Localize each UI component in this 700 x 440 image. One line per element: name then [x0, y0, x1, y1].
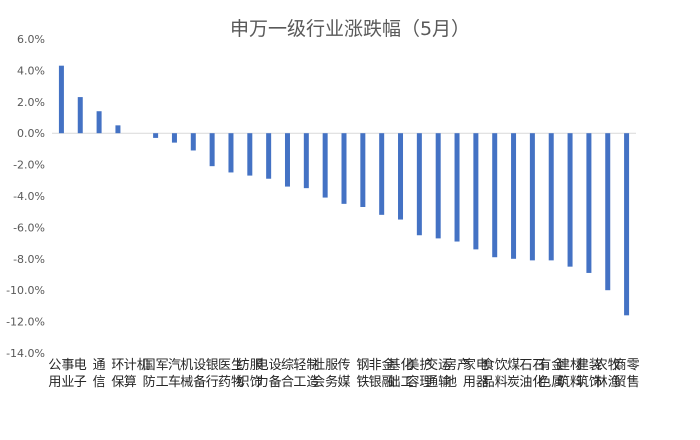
category-label: 有色金属 [538, 357, 564, 390]
bar [303, 133, 309, 189]
chart-title: 申万一级行业涨跌幅（5月） [229, 18, 471, 40]
category-label: 美容护理 [406, 358, 432, 390]
category-label: 计算机 [124, 358, 150, 390]
y-tick-label: -2.0% [13, 159, 45, 172]
y-tick-label: -6.0% [13, 221, 45, 234]
bar [360, 133, 366, 207]
bar [492, 133, 498, 258]
category-label: 轻工制造 [293, 358, 319, 390]
category-label: 银行 [206, 358, 219, 390]
category-label: 公用事业 [48, 358, 74, 390]
bar [435, 133, 441, 239]
category-label: 房地产 [444, 357, 470, 390]
bar [247, 133, 253, 176]
category-label: 机械设备 [180, 358, 206, 390]
category-label: 环保 [111, 358, 124, 390]
category-label: 石油石化 [519, 358, 545, 390]
category-label: 汽车 [168, 358, 181, 390]
bar [284, 133, 290, 187]
bar [322, 133, 328, 198]
bar [96, 111, 102, 134]
category-label: 钢铁 [356, 358, 369, 390]
y-tick-label: 2.0% [17, 96, 45, 109]
y-tick-label: -8.0% [13, 253, 45, 266]
category-label: 交通运输 [425, 357, 451, 390]
y-tick-label: 0.0% [17, 127, 45, 140]
bar [190, 133, 196, 151]
category-label: 农林牧渔 [595, 358, 621, 390]
bar [398, 133, 404, 220]
bar [529, 133, 535, 261]
category-label: 社会服务 [312, 357, 338, 390]
y-tick-label: 6.0% [17, 33, 45, 46]
category-label: 电力设备 [256, 358, 282, 390]
bar [58, 65, 64, 134]
bar [77, 97, 83, 134]
y-tick-label: 4.0% [17, 64, 45, 77]
bar [209, 133, 215, 167]
bar [379, 133, 385, 215]
bar [171, 133, 177, 143]
bar [473, 133, 479, 250]
category-label: 医药生物 [218, 358, 244, 390]
category-label: 国防军工 [143, 358, 169, 390]
category-label: 建筑材料 [557, 358, 583, 390]
bar [605, 133, 611, 291]
y-tick-label: -12.0% [6, 316, 45, 329]
category-label: 传媒 [337, 358, 350, 390]
y-tick-label: -10.0% [6, 284, 45, 297]
category-label: 电子 [74, 358, 87, 390]
y-tick-label: -14.0% [6, 347, 45, 360]
category-label: 建筑装饰 [576, 358, 602, 390]
category-label: 煤炭 [507, 358, 520, 390]
bar [454, 133, 460, 242]
category-label: 商贸零售 [614, 358, 640, 390]
bar [341, 133, 347, 204]
bar [266, 133, 272, 179]
category-label: 非银金融 [369, 357, 395, 390]
y-tick-label: -4.0% [13, 190, 45, 203]
bar [511, 133, 517, 259]
bar [548, 133, 554, 261]
bar [586, 133, 592, 273]
bar [153, 133, 159, 138]
bar [115, 125, 121, 134]
category-label: 综合 [281, 358, 294, 390]
category-label: 家用电器 [463, 357, 489, 390]
category-label: 纺织服饰 [237, 358, 263, 390]
bar [567, 133, 573, 267]
category-label: 基础化工 [388, 358, 414, 390]
bar [416, 133, 422, 236]
bar [228, 133, 234, 173]
category-label: 食品饮料 [482, 357, 508, 390]
bar [624, 133, 630, 316]
category-label: 通信 [93, 358, 106, 390]
